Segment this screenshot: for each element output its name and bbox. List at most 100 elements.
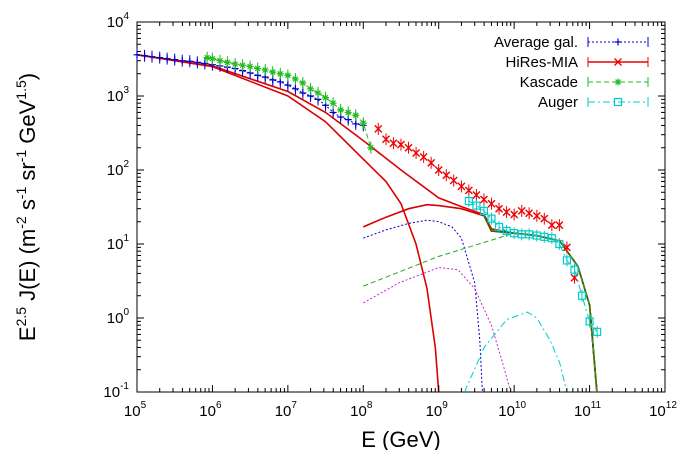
data-point [502, 208, 511, 217]
data-point [510, 210, 519, 219]
data-point [307, 85, 315, 93]
data-point [223, 58, 231, 66]
y-tick-label: 103 [107, 85, 130, 105]
data-point [547, 234, 556, 243]
data-point [464, 196, 473, 206]
y-title-sup1: 2.5 [13, 307, 29, 327]
data-point [525, 230, 534, 239]
data-point [517, 206, 526, 215]
y-tick-label: 102 [107, 159, 130, 179]
data-point [216, 57, 224, 65]
y-tick-label: 10-1 [103, 381, 129, 401]
data-point [555, 221, 564, 230]
data-series [133, 48, 602, 338]
x-tick-label: 105 [124, 400, 147, 420]
y-tick-label: 100 [107, 307, 130, 327]
model-curve-6 [363, 232, 598, 393]
y-title-close: ) [15, 73, 40, 80]
data-point [464, 186, 473, 195]
y-axis-title: E2.5 J(E) (m-2 s-1 sr-1 GeV1.5) [13, 73, 40, 341]
y-tick-label: 101 [107, 233, 130, 253]
data-point [532, 211, 541, 220]
legend-label: Average gal. [494, 34, 578, 51]
series-line [207, 57, 372, 148]
data-point [547, 221, 556, 230]
x-tick-label: 1010 [498, 400, 526, 420]
model-curve-3 [362, 203, 598, 393]
data-point [163, 55, 171, 63]
data-point [419, 152, 428, 161]
data-point [276, 70, 284, 78]
model-curve-4 [483, 215, 598, 393]
x-tick-label: 108 [350, 400, 373, 420]
data-point [329, 108, 337, 116]
y-title-sr: sr [15, 162, 40, 186]
data-point [577, 291, 587, 300]
data-point [434, 166, 443, 174]
data-point [322, 94, 330, 102]
data-point [381, 135, 390, 144]
legend-end-caps [587, 57, 649, 67]
data-point [344, 108, 352, 116]
data-point [284, 71, 292, 79]
data-point [562, 256, 572, 265]
data-point [457, 182, 466, 191]
data-point [148, 53, 156, 61]
data-point [562, 243, 571, 252]
data-point [555, 239, 564, 249]
legend-end-caps [587, 77, 649, 87]
data-point [133, 51, 141, 59]
x-axis: 105 106 107 108 109 1010 1011 1012 [124, 22, 677, 420]
legend-label: Kascade [520, 74, 578, 91]
data-point [367, 144, 375, 152]
data-point [231, 60, 239, 68]
data-point [359, 119, 367, 127]
data-point [487, 214, 496, 223]
model-curve-2 [136, 54, 440, 393]
model-curve-5 [363, 219, 483, 393]
data-point [329, 99, 337, 107]
data-point [374, 124, 383, 133]
legend-marker [614, 58, 622, 66]
data-point [261, 66, 269, 74]
data-point [178, 57, 186, 65]
data-point [570, 265, 579, 274]
data-point [472, 201, 481, 210]
data-point [284, 81, 292, 89]
data-point [337, 106, 345, 114]
data-point [540, 214, 549, 223]
legend-marker [614, 78, 622, 86]
x-tick-label: 106 [199, 400, 222, 420]
data-point [585, 317, 594, 326]
data-point [570, 273, 579, 282]
legend-end-caps [587, 97, 649, 107]
series-3 [203, 51, 375, 154]
data-point [291, 85, 299, 93]
data-point [389, 139, 398, 148]
legend-marker [614, 38, 622, 46]
model-curve-1 [136, 54, 598, 393]
legend-marker [613, 97, 623, 107]
data-point [186, 57, 194, 65]
data-point [156, 54, 164, 62]
x-tick-label: 1012 [649, 400, 677, 420]
data-point [479, 206, 489, 216]
legend-end-caps [587, 37, 649, 47]
y-title-sup2: -2 [13, 216, 29, 229]
data-point [495, 204, 504, 213]
data-point [404, 143, 413, 152]
data-point [254, 65, 262, 73]
data-point [412, 148, 421, 157]
legend: Average gal. HiRes-MIA Kascade Auger [494, 34, 649, 111]
data-point [299, 79, 307, 87]
model-curves [136, 54, 598, 393]
plot-frame [136, 21, 666, 393]
data-point [171, 56, 179, 64]
data-point [396, 140, 405, 149]
x-axis-title: E (GeV) [361, 427, 440, 450]
data-point [141, 52, 149, 60]
x-tick-label: 107 [275, 400, 298, 420]
series-4 [464, 195, 602, 338]
y-title-sup4: -1 [13, 150, 29, 163]
